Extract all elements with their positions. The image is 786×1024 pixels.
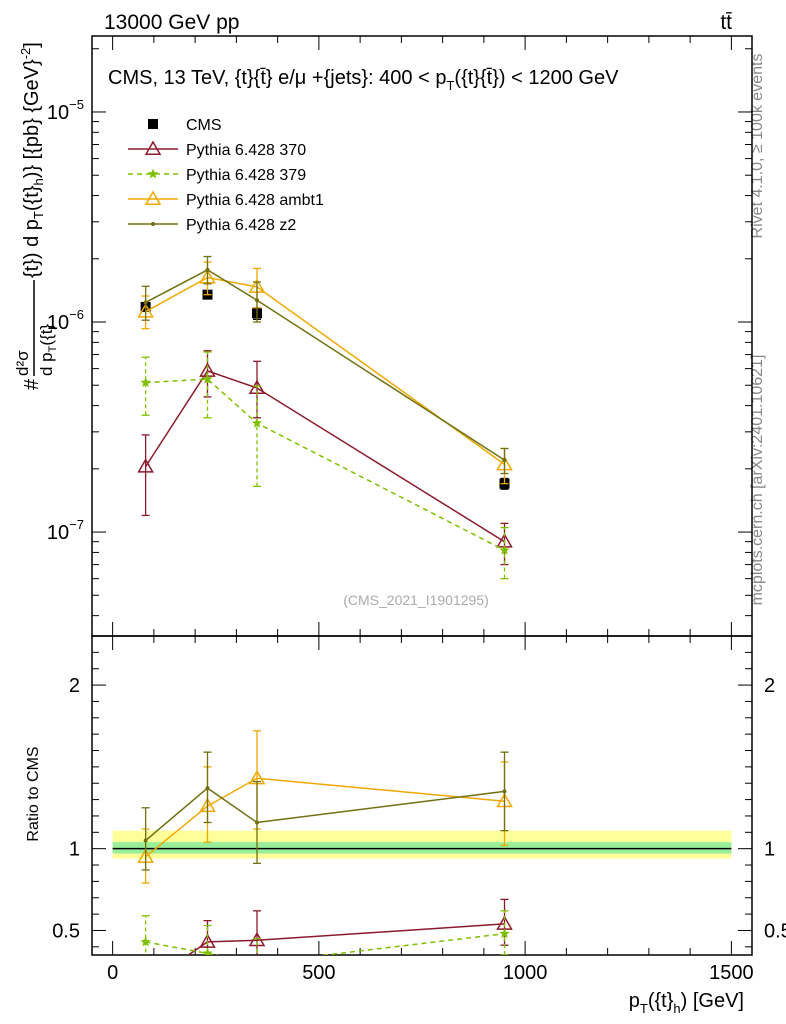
legend-label-2: Pythia 6.428 379 (186, 167, 306, 184)
ratio-xtick-label: 1000 (503, 962, 548, 984)
main-series-2-point (499, 544, 510, 555)
main-series-4-point (502, 458, 507, 463)
ylabel-suffix2-sub: h (31, 178, 46, 185)
ratio-xtick-label: 1500 (709, 962, 754, 984)
side-rivet: Rivet 4.1.0, ≥ 100k events (749, 54, 766, 239)
ylabel-suffix3: )} [{pb} {GeV} (21, 59, 43, 178)
legend-marker-4 (151, 222, 155, 226)
ratio-series-0-point (199, 933, 216, 948)
main-series-4-point (255, 298, 259, 303)
ylabel-suffix: {t}) d p (21, 219, 43, 278)
main-series-2-point (140, 377, 151, 387)
ratio-series-3-point (143, 838, 148, 843)
xlabel: pT({t}h) [GeV] (629, 990, 744, 1016)
main-ytick-label: 10−6 (47, 307, 84, 334)
watermark: (CMS_2021_I1901295) (343, 592, 489, 608)
main-series-4-line (145, 269, 505, 461)
legend: CMS Pythia 6.428 370 Pythia 6.428 379 Pythi… (128, 117, 324, 234)
ratio-xtick-label: 500 (302, 962, 335, 984)
main-series-2-point (202, 373, 213, 384)
main-ytick-label-base: 10 (47, 312, 69, 334)
svg-text:d pT({t}: d pT({t} (37, 324, 59, 376)
ratio-ytick-label-right: 0.5 (764, 920, 786, 942)
main-title-prefix: CMS, 13 TeV, {t}{t̄} e/μ +{jets}: 400 < … (108, 67, 446, 89)
main-series-4-point (205, 267, 210, 272)
ylabel-suffix4: ] (21, 42, 43, 48)
ratio-ylabel: Ratio to CMS (25, 746, 42, 841)
main-series-4-point (143, 300, 148, 305)
ratio-series-1-point (499, 928, 510, 939)
ratio-ytick-label: 2 (69, 675, 80, 697)
ylabel-frac-den-sub: T (47, 345, 59, 352)
main-series-3-line (145, 276, 505, 466)
main-series-2-line (145, 378, 505, 551)
main-ytick-label-exp: −7 (69, 517, 84, 532)
ratio-series-0-point (139, 977, 153, 989)
main-panel: 10−710−610−5 (47, 35, 753, 637)
ratio-series-1-point (140, 936, 151, 947)
xlabel-sub2: h (673, 1001, 680, 1016)
ratio-series-0-line (187, 923, 505, 955)
main-ylabel: # d²σ d pT({t} {t}) d pT({t}h)} [{pb} {G… (13, 42, 59, 390)
ratio-series-1-point (202, 947, 213, 955)
ylabel-suffix-sub: T (31, 211, 46, 219)
legend-marker-1 (144, 140, 162, 155)
legend-label-4: Pythia 6.428 z2 (186, 217, 296, 234)
legend-label-1: Pythia 6.428 370 (186, 142, 306, 159)
svg-text:#: # (21, 378, 43, 390)
header-right: tt̄ (720, 11, 732, 34)
main-ytick-label-exp: −6 (69, 307, 84, 322)
ylabel-suffix3-sup: -2 (18, 48, 33, 60)
ratio-series-1-line (145, 932, 505, 955)
ratio-panel: 0 500 1000 1500 0.5 0.5 1 1 2 2 (52, 635, 786, 989)
ratio-series-2-line (145, 777, 505, 858)
ratio-series-layer (137, 730, 513, 989)
header-left: 13000 GeV pp (104, 11, 239, 34)
main-ytick-label-base: 10 (47, 522, 69, 544)
legend-marker-3 (144, 190, 162, 205)
ratio-frame (91, 635, 753, 956)
ratio-ytick-label-right: 1 (764, 839, 775, 861)
ylabel-suffix2: ({t} (21, 185, 43, 211)
legend-marker-0 (148, 119, 158, 129)
ratio-band-group (112, 830, 732, 859)
ratio-ytick-label: 1 (69, 839, 80, 861)
main-title-suffix: ({t}{t̄}) < 1200 GeV (454, 67, 619, 89)
ratio-series-3-line (145, 787, 505, 842)
svg-text:{t}) d pT({t}h)} [{pb} {GeV}-2: {t}) d pT({t}h)} [{pb} {GeV}-2] (18, 42, 46, 278)
ylabel-frac-den: d p (37, 352, 56, 376)
main-ytick-label: 10−5 (47, 97, 84, 124)
ratio-series-3-point (502, 789, 507, 794)
xlabel-prefix: p (629, 990, 640, 1012)
main-ytick-label-exp: −5 (69, 97, 84, 112)
main-ytick-label: 10−7 (47, 517, 84, 544)
xlabel-sub: T (640, 1001, 648, 1016)
main-title: CMS, 13 TeV, {t}{t̄} e/μ +{jets}: 400 < … (108, 67, 619, 93)
main-ytick-label-base: 10 (47, 102, 69, 124)
main-title-sub: T (446, 78, 454, 93)
main-series-1-point (137, 458, 154, 473)
ratio-series-3-point (255, 820, 259, 825)
ylabel-frac-den-suffix: ({t} (37, 324, 56, 346)
ylabel-frac-num: d²σ (13, 350, 32, 376)
legend-label-0: CMS (186, 117, 222, 134)
svg-text:d²σ: d²σ (13, 350, 32, 376)
side-mcplots: mcplots.cern.ch [arXiv:2401.10621] (749, 355, 766, 606)
ylabel-prefix: # (21, 378, 43, 390)
xlabel-suffix: ) [GeV] (681, 990, 744, 1012)
main-series-1-line (144, 369, 505, 543)
xlabel-mid: ({t} (648, 990, 674, 1012)
ratio-band-inner (112, 842, 732, 854)
main-series-2-point (251, 417, 263, 428)
ratio-ytick-label: 0.5 (52, 920, 80, 942)
ratio-ytick-label-right: 2 (764, 675, 775, 697)
ratio-xtick-label: 0 (107, 962, 118, 984)
ratio-series-3-point (205, 786, 210, 791)
ratio-series-1-point (252, 958, 262, 968)
legend-label-3: Pythia 6.428 ambt1 (186, 192, 324, 209)
main-series-layer (137, 255, 513, 580)
legend-marker-2 (147, 168, 159, 179)
